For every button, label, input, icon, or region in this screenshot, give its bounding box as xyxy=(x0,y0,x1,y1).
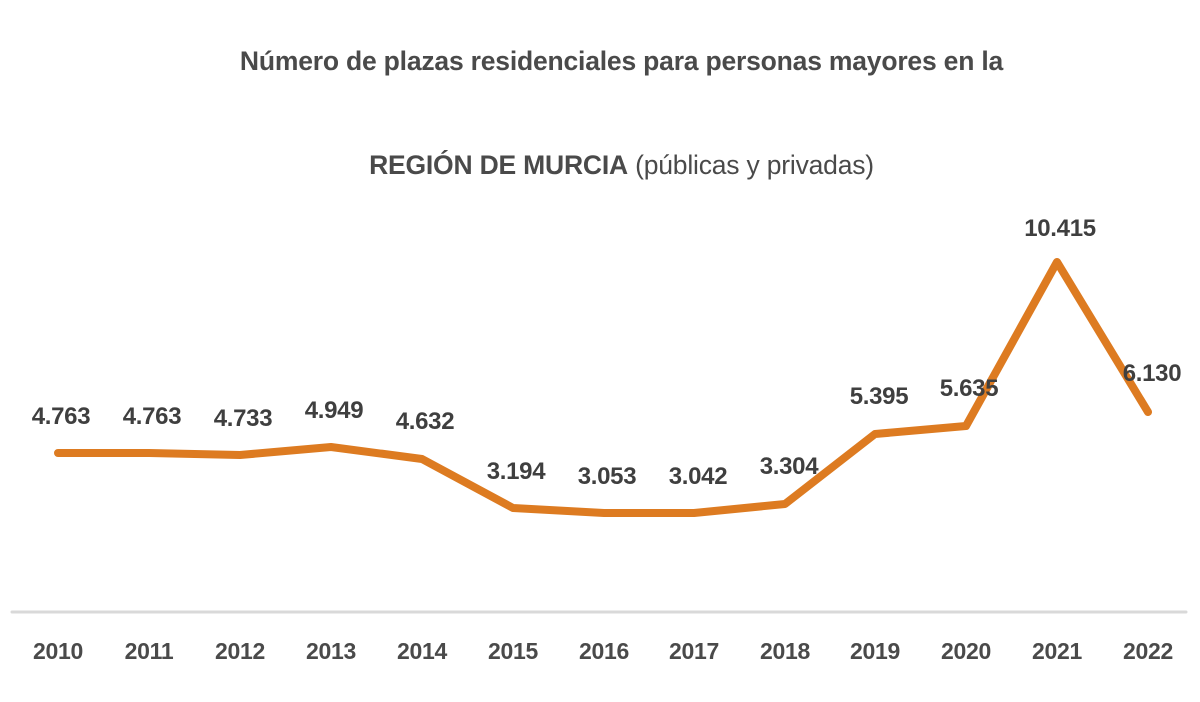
data-label-2017: 3.042 xyxy=(668,463,728,490)
x-axis-label-2017: 2017 xyxy=(669,638,719,664)
data-label-2011: 4.763 xyxy=(122,403,182,430)
data-label-2019: 5.395 xyxy=(849,383,909,410)
x-axis-label-2016: 2016 xyxy=(579,638,629,664)
chart-title-line-1-strong: Número de plazas residenciales para pers… xyxy=(239,46,1004,77)
data-label-2014: 4.632 xyxy=(395,408,455,435)
data-label-2013: 4.949 xyxy=(304,397,364,424)
x-axis-label-2014: 2014 xyxy=(397,638,447,664)
chart-title-line-2-normal: (públicas y privadas) xyxy=(627,149,874,180)
chart-title-line-2: REGIÓN DE MURCIA (públicas y privadas) xyxy=(0,113,1200,216)
x-axis-label-2015: 2015 xyxy=(488,638,538,664)
data-label-2021: 10.415 xyxy=(1024,215,1096,242)
chart-title: Número de plazas residenciales para pers… xyxy=(0,10,1200,217)
chart-title-line-1: Número de plazas residenciales para pers… xyxy=(0,10,1200,113)
data-label-2018: 3.304 xyxy=(759,453,819,480)
x-axis-label-2019: 2019 xyxy=(850,638,900,664)
x-axis-label-2020: 2020 xyxy=(941,638,991,664)
data-label-2022: 6.130 xyxy=(1122,360,1182,387)
x-axis-label-2021: 2021 xyxy=(1032,638,1082,664)
data-label-2016: 3.053 xyxy=(577,463,637,490)
chart-title-line-2-strong: REGIÓN DE MURCIA xyxy=(369,149,628,180)
x-axis-label-2010: 2010 xyxy=(33,638,83,664)
x-axis-label-2013: 2013 xyxy=(306,638,356,664)
data-label-2015: 3.194 xyxy=(486,458,546,485)
data-label-2010: 4.763 xyxy=(31,403,91,430)
x-axis-label-2011: 2011 xyxy=(124,638,174,664)
x-axis-label-2012: 2012 xyxy=(215,638,265,664)
data-label-2020: 5.635 xyxy=(939,375,999,402)
series-line-plazas-residenciales xyxy=(54,258,1152,517)
x-axis-label-2022: 2022 xyxy=(1123,638,1173,664)
x-axis-label-2018: 2018 xyxy=(760,638,810,664)
data-label-2012: 4.733 xyxy=(213,405,273,432)
